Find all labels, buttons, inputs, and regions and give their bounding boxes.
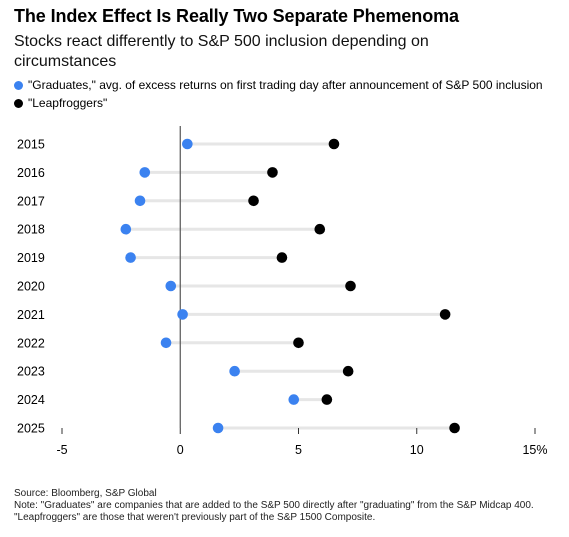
y-tick-label-2020: 2020 bbox=[17, 280, 45, 294]
y-tick-label-2023: 2023 bbox=[17, 365, 45, 379]
graduates-point-2023 bbox=[229, 365, 240, 377]
x-tick-label-1: 0 bbox=[177, 443, 184, 457]
graduates-point-2025 bbox=[212, 422, 224, 434]
x-tick-label-2: 5 bbox=[295, 443, 302, 457]
dot-plot: 2015 2016 2017 2018 2019 2020 2021 2022 2023 2024… bbox=[17, 126, 548, 457]
graduates-point-2019 bbox=[125, 252, 136, 263]
graduates-point-2018 bbox=[120, 223, 132, 235]
source-note: Source: Bloomberg, S&P Global Note: "Gra… bbox=[14, 488, 559, 524]
y-tick-label-2015: 2015 bbox=[17, 138, 45, 152]
y-tick-label-2016: 2016 bbox=[17, 166, 45, 180]
chart-title: The Index Effect Is Really Two Separate … bbox=[14, 6, 459, 26]
x-tick-label-3: 10 bbox=[410, 443, 424, 457]
y-tick-label-2024: 2024 bbox=[17, 393, 45, 407]
y-tick-label-2021: 2021 bbox=[17, 308, 45, 322]
y-tick-label-2025: 2025 bbox=[17, 422, 45, 436]
leapfroggers-point-2025 bbox=[449, 422, 460, 434]
legend-item-leapfroggers: "Leapfroggers" bbox=[14, 96, 554, 110]
legend-marker-leapfroggers bbox=[14, 99, 23, 108]
y-tick-label-2019: 2019 bbox=[17, 251, 45, 265]
legend-marker-graduates bbox=[14, 81, 23, 90]
legend: "Graduates," avg. of excess returns on f… bbox=[14, 78, 554, 114]
legend-label-leapfroggers: "Leapfroggers" bbox=[28, 96, 108, 110]
leapfroggers-point-2023 bbox=[342, 365, 354, 377]
source-text: Source: Bloomberg, S&P Global bbox=[14, 488, 157, 499]
graduates-point-2020 bbox=[165, 280, 177, 292]
note-text: Note: "Graduates" are companies that are… bbox=[14, 500, 534, 523]
graduates-point-2024 bbox=[288, 394, 300, 405]
graduates-point-2021 bbox=[177, 309, 188, 320]
graduates-point-2015 bbox=[182, 138, 193, 150]
x-tick-label-4: 15% bbox=[522, 443, 547, 457]
leapfroggers-point-2017 bbox=[248, 195, 259, 207]
leapfroggers-point-2018 bbox=[314, 223, 326, 235]
y-tick-label-2022: 2022 bbox=[17, 336, 45, 350]
leapfroggers-point-2021 bbox=[439, 309, 451, 320]
y-tick-label-2018: 2018 bbox=[17, 223, 45, 237]
y-tick-label-2017: 2017 bbox=[17, 194, 45, 208]
graduates-point-2016 bbox=[139, 167, 151, 178]
graduates-point-2017 bbox=[134, 195, 146, 207]
leapfroggers-point-2020 bbox=[345, 280, 356, 292]
leapfroggers-point-2022 bbox=[293, 337, 304, 349]
x-tick-label-0: -5 bbox=[56, 443, 67, 457]
graduates-point-2022 bbox=[160, 337, 172, 349]
leapfroggers-point-2019 bbox=[276, 252, 288, 263]
legend-label-graduates: "Graduates," avg. of excess returns on f… bbox=[28, 78, 543, 92]
leapfroggers-point-2015 bbox=[328, 138, 340, 150]
leapfroggers-point-2024 bbox=[321, 394, 333, 405]
leapfroggers-point-2016 bbox=[267, 167, 278, 178]
chart-subtitle: Stocks react differently to S&P 500 incl… bbox=[14, 33, 429, 70]
legend-item-graduates: "Graduates," avg. of excess returns on f… bbox=[14, 78, 554, 92]
